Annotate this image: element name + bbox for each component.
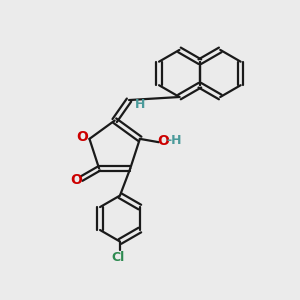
- Text: H: H: [135, 98, 146, 111]
- Text: Cl: Cl: [112, 251, 125, 264]
- Text: O: O: [70, 173, 82, 187]
- Text: -H: -H: [166, 134, 182, 147]
- Text: O: O: [76, 130, 88, 144]
- Text: O: O: [157, 134, 169, 148]
